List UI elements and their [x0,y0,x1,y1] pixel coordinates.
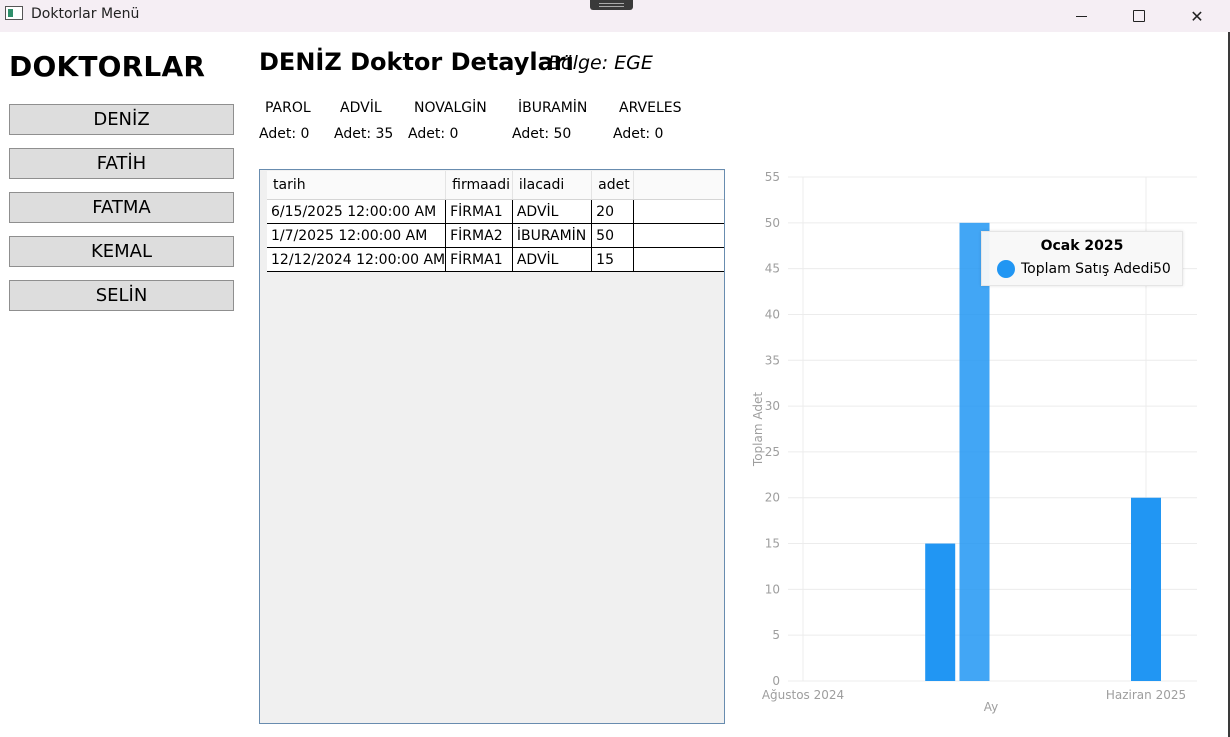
medicine-name: PAROL [265,100,311,116]
cell-firmaadi[interactable]: FİRMA2 [445,223,513,248]
close-icon: ✕ [1190,6,1204,26]
y-tick-label: 45 [765,262,780,276]
cell-filler [633,247,724,272]
sidebar-heading: DOKTORLAR [9,50,206,83]
series-color-dot-icon [997,260,1015,278]
cell-adet[interactable]: 50 [591,223,634,248]
table-row[interactable]: 12/12/2024 12:00:00 AM FİRMA1 ADVİL 15 [267,247,724,272]
column-header-firmaadi[interactable]: firmaadi [445,171,513,200]
column-header-tarih[interactable]: tarih [267,171,447,200]
medicine-count: Adet: 50 [512,126,572,142]
y-axis-title: Toplam Adet [751,392,765,467]
sales-data-grid[interactable]: tarih firmaadi ilacadi adet 6/15/2025 12… [259,169,725,724]
sales-bar-chart[interactable]: 0 5 10 15 20 25 30 35 40 45 50 55 Ağustos 2024 Hazira… [740,160,1210,720]
medicine-count: Adet: 35 [334,126,394,142]
table-row[interactable]: 6/15/2025 12:00:00 AM FİRMA1 ADVİL 20 [267,199,724,224]
cell-adet[interactable]: 15 [591,247,634,272]
doctor-button-deniz[interactable]: DENİZ [9,104,234,135]
medicine-count: Adet: 0 [408,126,459,142]
app-icon [5,6,23,20]
doctor-button-fatih[interactable]: FATİH [9,148,234,179]
cell-firmaadi[interactable]: FİRMA1 [445,247,513,272]
y-tick-label: 15 [765,537,780,551]
medicine-name: ADVİL [340,100,382,116]
y-tick-label: 55 [765,170,780,184]
cell-adet[interactable]: 20 [591,199,634,224]
window-border [1228,32,1230,737]
title-bar: Doktorlar Menü ✕ [0,0,1230,32]
y-tick-label: 25 [765,445,780,459]
cell-ilacadi[interactable]: ADVİL [512,247,593,272]
table-header-row: tarih firmaadi ilacadi adet [267,171,724,200]
column-header-ilacadi[interactable]: ilacadi [512,171,593,200]
y-tick-label: 20 [765,491,780,505]
maximize-icon [1133,10,1145,22]
chart-tooltip: Ocak 2025 Toplam Satış Adedi 50 [981,231,1183,286]
chart-bar [925,543,956,681]
y-tick-label: 40 [765,307,780,321]
y-tick-label: 5 [772,628,780,642]
region-label: Bölge: EGE [548,52,653,74]
cell-firmaadi[interactable]: FİRMA1 [445,199,513,224]
cell-tarih[interactable]: 12/12/2024 12:00:00 AM [267,247,447,272]
tooltip-value: 50 [1153,261,1171,277]
minimize-icon [1075,15,1087,17]
doctor-detail-title: DENİZ Doktor Detayları [259,48,574,76]
doctor-button-kemal[interactable]: KEMAL [9,236,234,267]
drag-handle[interactable] [590,0,633,10]
column-header-adet[interactable]: adet [591,171,634,200]
y-tick-label: 10 [765,582,780,596]
y-tick-label: 30 [765,399,780,413]
close-button[interactable]: ✕ [1168,0,1226,32]
cell-filler [633,199,724,224]
cell-ilacadi[interactable]: İBURAMİN [512,223,593,248]
column-header-filler [633,171,724,200]
doctor-button-fatma[interactable]: FATMA [9,192,234,223]
tooltip-title: Ocak 2025 [1040,238,1124,254]
medicine-name: NOVALGİN [414,100,487,116]
chart-bar [959,222,990,681]
x-axis-title: Ay [984,700,999,714]
cell-tarih[interactable]: 6/15/2025 12:00:00 AM [267,199,447,224]
y-tick-label: 50 [765,216,780,230]
medicine-name: İBURAMİN [518,100,588,116]
medicine-count: Adet: 0 [259,126,310,142]
y-tick-label: 0 [772,674,780,688]
tooltip-series-label: Toplam Satış Adedi [1021,261,1154,277]
y-tick-label: 35 [765,353,780,367]
minimize-button[interactable] [1052,0,1110,32]
chart-bar [1131,497,1161,681]
window-title: Doktorlar Menü [31,6,140,22]
cell-tarih[interactable]: 1/7/2025 12:00:00 AM [267,223,447,248]
x-tick-label: Ağustos 2024 [762,688,844,702]
medicine-name: ARVELES [619,100,682,116]
cell-ilacadi[interactable]: ADVİL [512,199,593,224]
sales-table: tarih firmaadi ilacadi adet 6/15/2025 12… [267,171,724,272]
doctor-button-selin[interactable]: SELİN [9,280,234,311]
medicine-count: Adet: 0 [613,126,664,142]
table-row[interactable]: 1/7/2025 12:00:00 AM FİRMA2 İBURAMİN 50 [267,223,724,248]
maximize-button[interactable] [1110,0,1168,32]
x-tick-label: Haziran 2025 [1106,688,1186,702]
cell-filler [633,223,724,248]
